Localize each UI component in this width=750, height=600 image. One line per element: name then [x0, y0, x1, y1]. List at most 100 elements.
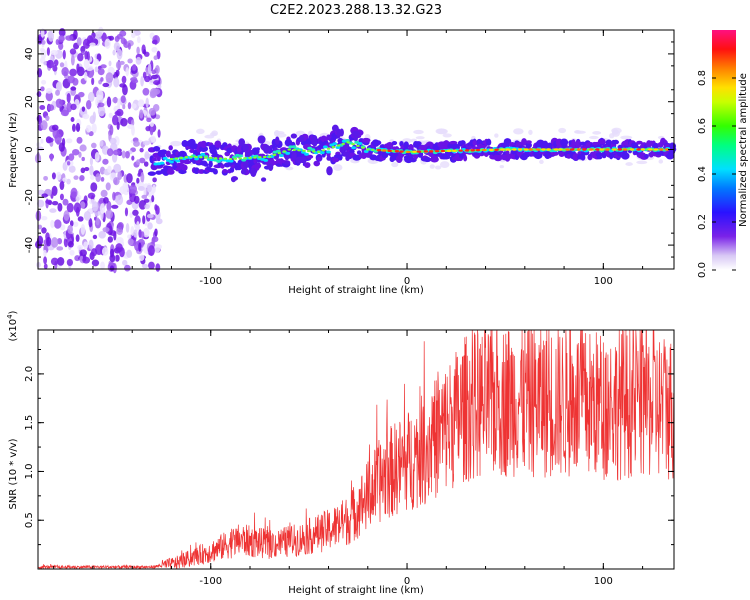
- spectrogram-y-ticks: -40 -20 0 20 40: [24, 41, 674, 258]
- ridge-outer-blob: [316, 156, 322, 161]
- noise-blob: [109, 254, 116, 263]
- ridge-outer-blob: [152, 157, 157, 162]
- ridge-side-blob: [284, 153, 290, 161]
- noise-blob: [40, 86, 45, 92]
- ridge-outer-blob: [595, 152, 604, 157]
- noise-blob: [83, 59, 90, 69]
- ridge-outer-blob: [356, 150, 362, 155]
- noise-blob: [75, 234, 80, 242]
- ridge-outer-blob: [612, 139, 620, 145]
- ridge-side-blob: [336, 128, 341, 139]
- ridge-core-blob: [304, 152, 309, 156]
- ridge-outer-blob: [374, 140, 382, 146]
- ridge-hot-spot: [458, 149, 463, 152]
- ridge-outer-blob: [665, 153, 675, 160]
- noise-blob: [55, 98, 63, 108]
- noise-blob: [54, 133, 62, 145]
- noise-blob: [61, 67, 69, 77]
- ridge-outer-blob: [254, 162, 262, 169]
- noise-blob: [78, 91, 85, 98]
- noise-blob: [142, 140, 151, 146]
- noise-blob: [73, 29, 78, 40]
- ridge-outer-blob: [587, 155, 593, 160]
- noise-blob: [154, 228, 158, 237]
- snr-scale-exponent: 4: [6, 314, 14, 319]
- snr-y-ticks: 0.5 1.0 1.5 2.0: [24, 349, 674, 546]
- noise-blob: [89, 157, 94, 166]
- ridge-outer-blob: [222, 169, 228, 174]
- noise-blob: [90, 142, 97, 149]
- noise-blob: [106, 148, 114, 157]
- noise-blob: [79, 144, 87, 152]
- noise-blob: [59, 181, 65, 191]
- noise-blob: [113, 163, 122, 174]
- noise-blob: [137, 172, 142, 177]
- ridge-green-blob: [208, 156, 213, 159]
- noise-blob: [43, 263, 48, 270]
- ridge-outer-blob: [284, 138, 293, 147]
- ridge-green-blob: [351, 143, 355, 146]
- figure-title: C2E2.2023.288.13.32.G23: [270, 3, 442, 18]
- noise-blob: [100, 189, 108, 198]
- noise-blob: [155, 64, 160, 75]
- ridge-side-blob: [291, 150, 297, 161]
- ridge-green-blob: [321, 149, 326, 152]
- noise-blob: [126, 249, 133, 258]
- noise-blob: [106, 96, 112, 108]
- ridge-outer-blob: [182, 164, 188, 171]
- colorbar: 0.0 0.2 0.4 0.6 0.8 Normalized spectral ampl…: [697, 30, 749, 278]
- noise-blob: [127, 42, 131, 50]
- noise-blob: [73, 202, 81, 214]
- ridge-outer-blob: [226, 147, 233, 154]
- ridge-outer-blob: [189, 143, 199, 150]
- noise-blob: [88, 239, 94, 250]
- noise-blob: [153, 80, 161, 86]
- noise-blob: [513, 128, 524, 135]
- noise-blob: [57, 256, 65, 266]
- ridge-green-blob: [356, 144, 360, 148]
- ridge-hot-spot: [394, 149, 400, 153]
- noise-blob: [97, 68, 105, 76]
- noise-blob: [82, 38, 91, 49]
- noise-blob: [99, 140, 104, 147]
- ridge-core-blob: [162, 156, 168, 160]
- noise-blob: [70, 54, 75, 66]
- ridge-core-blob: [228, 159, 234, 163]
- noise-blob: [103, 197, 109, 204]
- noise-blob: [153, 55, 158, 60]
- noise-blob: [148, 261, 155, 270]
- ridge-hot-spot: [446, 149, 452, 153]
- ridge-hot-spot: [494, 148, 499, 151]
- ridge-hot-spot: [406, 150, 411, 154]
- ridge-core-blob: [241, 158, 247, 162]
- spectrogram-xlabel: Height of straight line (km): [288, 285, 424, 296]
- noise-blob: [147, 222, 153, 230]
- ridge-outer-blob: [361, 137, 371, 143]
- noise-blob: [142, 227, 150, 238]
- noise-blob: [111, 114, 119, 126]
- ridge-outer-blob: [572, 153, 580, 161]
- ridge-hot-spot: [511, 148, 517, 151]
- noise-blob: [120, 95, 126, 104]
- noise-blob: [102, 158, 109, 165]
- ridge-side-blob: [231, 176, 239, 181]
- noise-blob: [115, 243, 123, 252]
- noise-blob: [127, 102, 132, 110]
- noise-blob: [36, 91, 42, 98]
- noise-blob: [97, 105, 106, 117]
- ridge-green-blob: [213, 157, 218, 160]
- noise-blob: [121, 75, 127, 84]
- ridge-green-blob: [316, 150, 321, 153]
- y-tick-label: 20: [24, 95, 35, 108]
- noise-blob: [137, 186, 145, 191]
- noise-blob: [137, 100, 145, 107]
- ridge-core-blob: [175, 159, 181, 163]
- noise-blob: [132, 209, 139, 216]
- x-tick-label: 100: [594, 576, 613, 587]
- noise-blob: [107, 165, 112, 173]
- ridge-green-blob: [169, 157, 174, 161]
- ridge-outer-blob: [304, 162, 311, 168]
- noise-blob: [620, 135, 633, 140]
- noise-blob: [92, 111, 96, 122]
- ridge-hot-spot: [505, 148, 510, 151]
